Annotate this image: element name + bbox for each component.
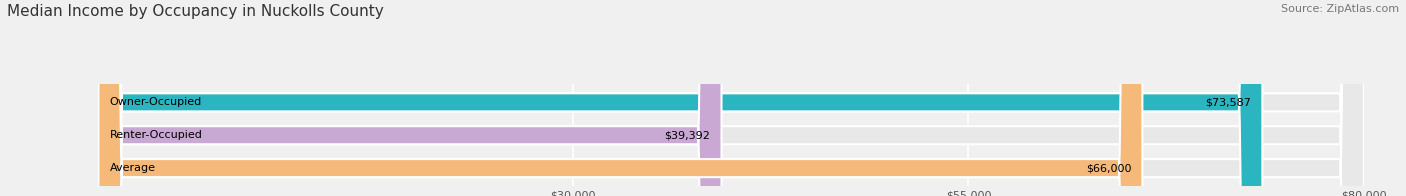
FancyBboxPatch shape [98,0,1142,196]
FancyBboxPatch shape [98,0,1364,196]
Text: $66,000: $66,000 [1085,163,1132,173]
FancyBboxPatch shape [98,0,1263,196]
Text: Median Income by Occupancy in Nuckolls County: Median Income by Occupancy in Nuckolls C… [7,4,384,19]
Text: Renter-Occupied: Renter-Occupied [110,130,202,140]
FancyBboxPatch shape [98,0,1364,196]
Text: Source: ZipAtlas.com: Source: ZipAtlas.com [1281,4,1399,14]
FancyBboxPatch shape [98,0,721,196]
Text: Owner-Occupied: Owner-Occupied [110,97,201,107]
Text: $73,587: $73,587 [1205,97,1251,107]
Text: Average: Average [110,163,156,173]
FancyBboxPatch shape [98,0,1364,196]
Text: $39,392: $39,392 [665,130,710,140]
